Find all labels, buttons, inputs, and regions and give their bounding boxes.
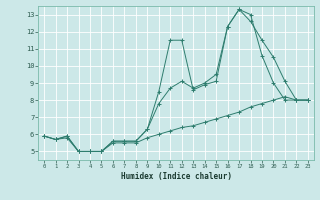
X-axis label: Humidex (Indice chaleur): Humidex (Indice chaleur) xyxy=(121,172,231,181)
